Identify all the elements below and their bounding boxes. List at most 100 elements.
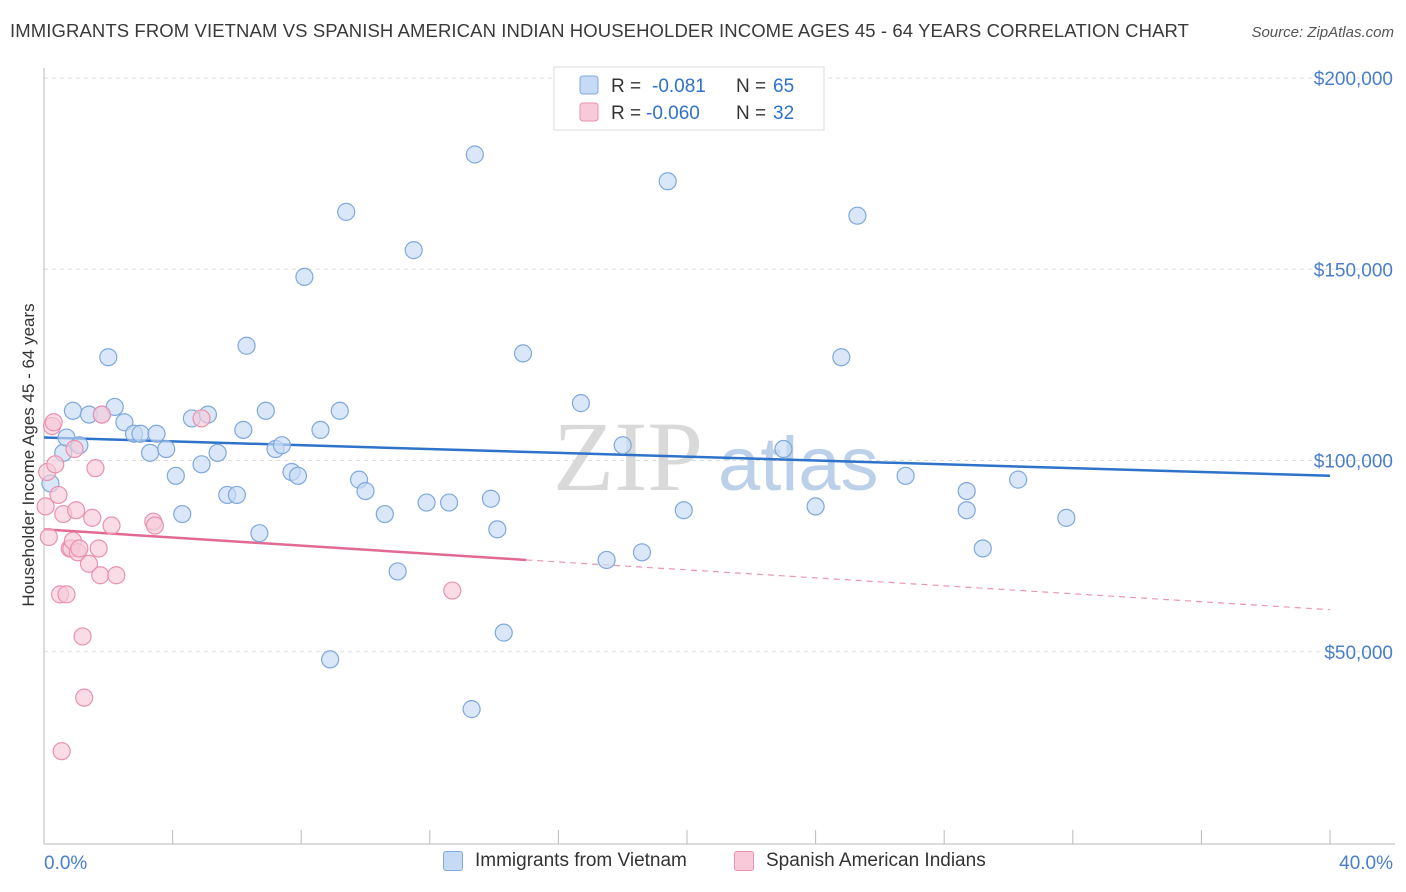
legend-r-value: -0.081 — [652, 76, 706, 97]
vietnam-point — [147, 424, 166, 443]
vietnam-point — [166, 466, 185, 485]
spanish-american-indian-point — [39, 527, 58, 547]
vietnam-point — [806, 497, 825, 516]
vietnam-point — [131, 424, 150, 443]
vietnam-point — [63, 401, 83, 420]
vietnam-point — [896, 466, 915, 485]
legend-label-spanish-american-indians: Spanish American Indians — [766, 850, 986, 871]
vietnam-point — [404, 241, 423, 260]
vietnam-point — [192, 455, 211, 474]
y-tick-label: $150,000 — [1314, 260, 1393, 281]
legend-swatch-blue — [579, 75, 599, 95]
vietnam-point — [488, 520, 507, 539]
x-tick-label: 0.0% — [44, 853, 87, 874]
spanish-american-indian-trend-line — [43, 528, 527, 562]
vietnam-point — [957, 482, 976, 501]
vietnam-point — [256, 401, 275, 420]
legend-n-label: N = — [736, 76, 766, 97]
spanish-american-indian-point — [107, 566, 126, 585]
legend-r-label: R = — [611, 103, 641, 124]
vietnam-point — [597, 550, 616, 570]
y-tick-label: $200,000 — [1314, 69, 1393, 90]
vietnam-point — [481, 489, 500, 508]
spanish-american-indian-point — [86, 459, 105, 478]
vietnam-point — [311, 420, 330, 439]
vietnam-point — [465, 145, 484, 164]
spanish-american-indian-point — [89, 539, 108, 558]
vietnam-point — [140, 443, 160, 462]
spanish-american-indian-point — [36, 497, 55, 516]
vietnam-point — [632, 543, 652, 562]
vietnam-point — [337, 202, 356, 221]
legend-item-spanish-american-indians: Spanish American Indians — [734, 850, 986, 872]
legend-n-label: N = — [736, 103, 766, 124]
vietnam-point — [295, 267, 314, 286]
spanish-american-indian-point — [57, 585, 76, 604]
vietnam-point — [1057, 508, 1076, 527]
vietnam-point — [658, 172, 677, 191]
legend-swatch-spanish-american-indians — [734, 851, 754, 871]
trend-lines — [43, 436, 1331, 611]
legend-r-value: -0.060 — [646, 103, 700, 124]
vietnam-point — [157, 439, 176, 459]
spanish-american-indian-point — [52, 742, 71, 761]
y-tick-label: $100,000 — [1314, 452, 1393, 473]
watermark-atlas: atlas — [718, 422, 879, 507]
vietnam-point — [571, 394, 591, 413]
vietnam-point — [957, 501, 976, 520]
data-points — [36, 145, 1076, 761]
vietnam-point — [99, 348, 118, 367]
spanish-american-indian-point — [46, 455, 65, 474]
vietnam-point — [237, 336, 256, 355]
spanish-american-indian-point — [73, 627, 92, 646]
spanish-american-indian-point — [49, 485, 68, 505]
spanish-american-indian-point — [67, 501, 86, 520]
vietnam-point — [227, 485, 246, 505]
axes — [43, 68, 1395, 845]
vietnam-point — [439, 493, 459, 512]
vietnam-point — [388, 562, 407, 581]
vietnam-trend-line — [43, 436, 1331, 478]
legend-swatch-vietnam — [443, 851, 463, 871]
vietnam-point — [288, 466, 308, 485]
vietnam-point — [973, 539, 992, 558]
spanish-american-indian-point — [91, 566, 110, 585]
spanish-american-indian-point — [192, 409, 211, 428]
correlation-legend: R = -0.081 N = 65 R = -0.060 N = 32 — [553, 66, 825, 131]
vietnam-point — [330, 401, 349, 420]
grid-lines — [44, 77, 1395, 653]
vietnam-point — [208, 443, 227, 462]
spanish-american-indian-point — [70, 539, 89, 558]
vietnam-point — [250, 524, 269, 543]
spanish-american-indian-point — [92, 405, 111, 424]
x-tick-label: 40.0% — [1339, 853, 1393, 874]
legend-r-label: R = — [611, 76, 641, 97]
vietnam-point — [832, 348, 851, 367]
spanish-american-indian-trend-extrapolated — [526, 559, 1331, 611]
spanish-american-indian-point — [75, 688, 94, 707]
vietnam-point — [375, 504, 394, 524]
vietnam-point — [272, 436, 292, 455]
chart-title: IMMIGRANTS FROM VIETNAM VS SPANISH AMERI… — [10, 20, 1190, 41]
y-axis-label: Householder Income Ages 45 - 64 years — [19, 303, 38, 606]
legend-swatch-pink — [579, 102, 599, 122]
vietnam-point — [1009, 470, 1028, 489]
spanish-american-indian-point — [79, 554, 99, 573]
vietnam-point — [513, 344, 533, 363]
y-tick-label: $50,000 — [1324, 643, 1393, 664]
spanish-american-indian-point — [44, 413, 63, 432]
vietnam-point — [774, 439, 793, 459]
vietnam-point — [494, 623, 513, 642]
legend-box — [553, 66, 825, 131]
vietnam-point — [234, 420, 253, 439]
vietnam-point — [462, 700, 481, 719]
spanish-american-indian-point — [65, 439, 84, 459]
spanish-american-indian-point — [443, 581, 462, 600]
spanish-american-indian-point — [83, 508, 102, 527]
vietnam-point — [356, 482, 375, 501]
legend-label-vietnam: Immigrants from Vietnam — [475, 850, 687, 871]
legend-n-value: 65 — [773, 76, 794, 97]
vietnam-point — [613, 436, 632, 455]
vietnam-point — [417, 493, 436, 512]
